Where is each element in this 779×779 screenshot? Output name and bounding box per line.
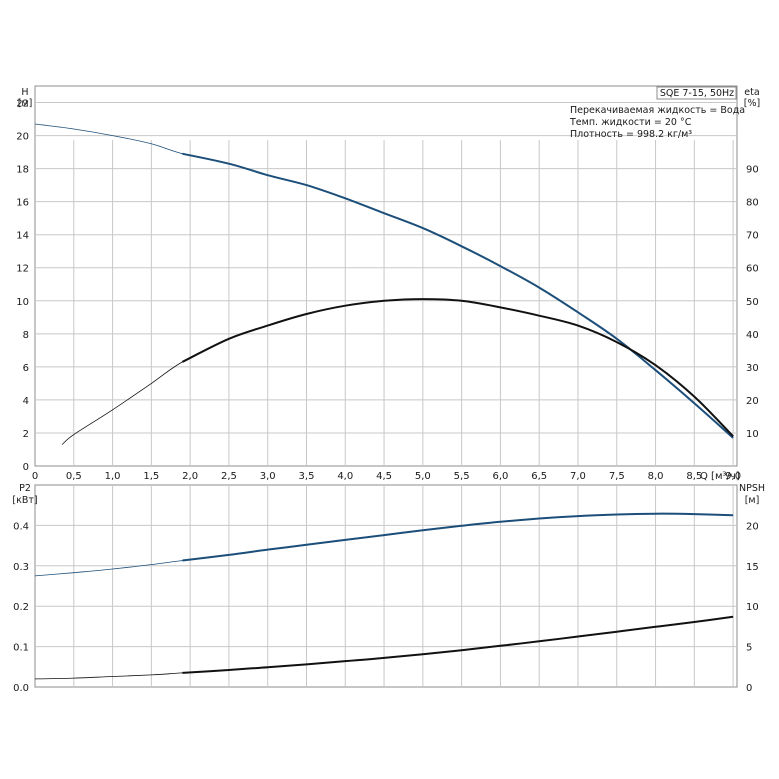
- series-line-operating-range: [181, 298, 734, 437]
- left-axis-tick-label: 0: [23, 462, 29, 473]
- x-axis-tick-label: 0: [32, 471, 38, 482]
- x-axis-tick-label: 6,0: [492, 471, 508, 482]
- x-axis-tick-label: 8,0: [648, 471, 664, 482]
- left-axis-tick-label: 6: [23, 363, 29, 374]
- left-axis-tick-label: 0.3: [13, 562, 29, 573]
- right-axis-tick-label: 70: [746, 231, 759, 242]
- x-axis-tick-label: 5,0: [415, 471, 431, 482]
- top-panel-frame: [34, 85, 738, 467]
- right-axis-tick-label: 0: [746, 683, 752, 694]
- left-axis-tick-label: 0.4: [13, 521, 29, 532]
- x-axis-tick-label: 0,5: [66, 471, 82, 482]
- right-axis-title: eta: [744, 87, 759, 98]
- right-axis-tick-label: 20: [746, 396, 759, 407]
- x-axis-tick-label: 6,5: [531, 471, 547, 482]
- series-line-operating-range: [182, 512, 734, 562]
- left-axis-tick-label: 12: [16, 264, 29, 275]
- x-axis-tick-label: 2,0: [182, 471, 198, 482]
- left-axis-tick-label: 4: [23, 396, 29, 407]
- left-axis-unit: [м]: [18, 98, 33, 109]
- left-axis-tick-label: 10: [16, 297, 29, 308]
- right-axis-unit: [м]: [745, 495, 760, 506]
- fluid-info-line: Темп. жидкости = 20 °C: [569, 117, 692, 128]
- left-axis-tick-label: 14: [16, 231, 29, 242]
- x-axis-tick-label: 7,0: [570, 471, 586, 482]
- series-line-operating-range: [182, 615, 734, 674]
- right-axis-tick-label: 60: [746, 264, 759, 275]
- right-axis-tick-label: 80: [746, 198, 759, 209]
- x-axis-tick-label: 8,5: [686, 471, 702, 482]
- x-axis-tick-label: 4,5: [376, 471, 392, 482]
- x-axis-tick-label: 5,5: [454, 471, 470, 482]
- left-axis-tick-label: 18: [16, 165, 29, 176]
- right-axis-tick-label: 10: [746, 602, 759, 613]
- pump-badge-frame: [656, 86, 737, 100]
- left-axis-tick-label: 0.0: [13, 683, 29, 694]
- right-axis-tick-label: 30: [746, 363, 759, 374]
- left-axis-unit: [кВт]: [12, 495, 37, 506]
- right-axis-unit: [%]: [744, 98, 760, 109]
- x-axis-tick-label: 4,0: [337, 471, 353, 482]
- x-axis-tick-label: 1,5: [143, 471, 159, 482]
- right-axis-tick-label: 15: [746, 562, 759, 573]
- right-axis-tick-label: 20: [746, 521, 759, 532]
- x-axis-tick-label: 9,0: [725, 471, 741, 482]
- right-axis-tick-label: 10: [746, 429, 759, 440]
- left-axis-tick-label: 20: [16, 132, 29, 143]
- left-axis-tick-label: 0.2: [13, 602, 29, 613]
- series-line-operating-range: [182, 152, 734, 439]
- left-axis-tick-label: 8: [23, 330, 29, 341]
- bottom-panel-frame: [34, 484, 738, 688]
- right-axis-title: NPSH: [739, 483, 765, 494]
- pump-badge: SQE 7-15, 50Hz: [660, 88, 734, 99]
- x-axis-tick-label: 2,5: [221, 471, 237, 482]
- series-line-efficiency-curve: [61, 298, 734, 445]
- x-axis-title: Q [м³/ч]: [700, 471, 740, 482]
- x-axis-tick-label: 3,5: [299, 471, 315, 482]
- left-axis-tick-label: 0.1: [13, 643, 29, 654]
- x-axis-tick-label: 3,0: [260, 471, 276, 482]
- left-axis-tick-label: 16: [16, 198, 29, 209]
- left-axis-title: H: [21, 87, 28, 98]
- x-axis-tick-label: 1,0: [105, 471, 121, 482]
- right-axis-tick-label: 5: [746, 643, 752, 654]
- x-axis-tick-label: 7,5: [609, 471, 625, 482]
- fluid-info-line: Перекачиваемая жидкость = Вода: [570, 105, 745, 116]
- left-axis-title: P2: [19, 483, 31, 494]
- right-axis-tick-label: 50: [746, 297, 759, 308]
- left-axis-tick-label: 2: [23, 429, 29, 440]
- right-axis-tick-label: 40: [746, 330, 759, 341]
- right-axis-tick-label: 90: [746, 165, 759, 176]
- fluid-info-line: Плотность = 998.2 кг/м³: [570, 129, 692, 140]
- left-axis-tick-label: 22: [16, 99, 29, 110]
